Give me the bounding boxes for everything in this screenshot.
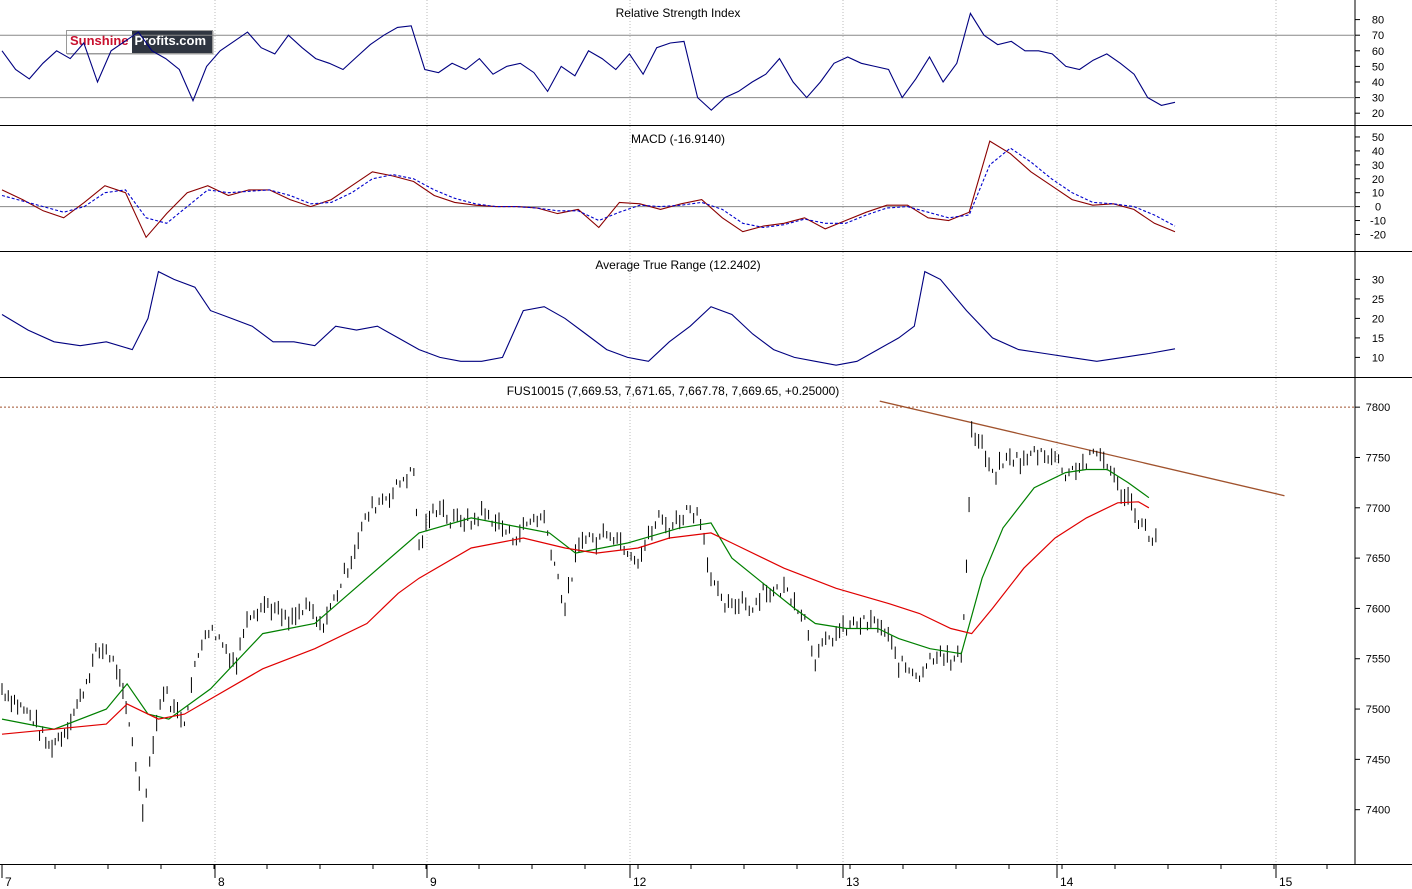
x-axis-label: 14 <box>1060 875 1074 889</box>
panel-frames <box>0 0 1412 865</box>
macd-signal-line <box>1 147 1176 229</box>
logo-right-text: Profits.com <box>134 33 207 48</box>
price-tick-label: 7700 <box>1366 503 1390 515</box>
macd-line <box>1 140 1176 239</box>
rsi-tick-label: 40 <box>1372 77 1384 89</box>
macd-tick-label: -10 <box>1370 216 1386 228</box>
atr-tick-label: 30 <box>1372 274 1384 286</box>
price-tick-label: 7800 <box>1366 402 1390 414</box>
rsi-line <box>1 12 1176 111</box>
atr-panel: Average True Range (12.2402) 10 15 20 25 30 <box>1 258 1384 366</box>
price-tick-label: 7750 <box>1366 452 1390 464</box>
rsi-tick-label: 80 <box>1372 15 1384 27</box>
macd-tick-label: 20 <box>1372 174 1384 186</box>
price-title: FUS10015 (7,669.53, 7,671.65, 7,667.78, … <box>507 384 840 398</box>
rsi-tick-label: 70 <box>1372 30 1384 42</box>
x-axis-label: 9 <box>430 875 437 889</box>
macd-tick-label: 10 <box>1372 188 1384 200</box>
macd-tick-label: 40 <box>1372 146 1384 158</box>
price-tick-label: 7500 <box>1366 704 1390 716</box>
macd-tick-label: 30 <box>1372 160 1384 172</box>
rsi-panel: Relative Strength Index 20 30 40 50 60 70 80 <box>0 6 1384 120</box>
atr-tick-label: 10 <box>1372 352 1384 364</box>
rsi-tick-label: 30 <box>1372 93 1384 105</box>
x-axis-label: 15 <box>1279 875 1293 889</box>
macd-tick-label: -20 <box>1370 229 1386 241</box>
price-tick-label: 7550 <box>1366 654 1390 666</box>
price-tick-label: 7650 <box>1366 553 1390 565</box>
rsi-title: Relative Strength Index <box>616 6 741 20</box>
declining-trendline <box>879 400 1285 497</box>
x-axis-label: 12 <box>633 875 647 889</box>
price-panel: FUS10015 (7,669.53, 7,671.65, 7,667.78, … <box>0 384 1390 822</box>
x-axis: 7 8 9 12 13 14 15 <box>0 864 1412 889</box>
x-axis-label: 8 <box>218 875 225 889</box>
macd-tick-label: 50 <box>1372 132 1384 144</box>
atr-tick-label: 15 <box>1372 333 1384 345</box>
macd-title: MACD (-16.9140) <box>631 132 725 146</box>
price-tick-label: 7400 <box>1366 805 1390 817</box>
atr-title: Average True Range (12.2402) <box>595 258 760 272</box>
macd-tick-label: 0 <box>1375 202 1381 214</box>
price-tick-label: 7450 <box>1366 754 1390 766</box>
rsi-tick-label: 50 <box>1372 61 1384 73</box>
macd-panel: MACD (-16.9140) -20-10 0 10 20 30 40 50 <box>0 132 1386 241</box>
atr-line <box>1 270 1176 366</box>
x-axis-label: 7 <box>5 875 12 889</box>
moving-average-short-line <box>1 468 1150 730</box>
price-tick-label: 7600 <box>1366 603 1390 615</box>
moving-average-long-line <box>1 501 1150 735</box>
x-axis-label: 13 <box>846 875 860 889</box>
rsi-tick-label: 20 <box>1372 108 1384 120</box>
atr-tick-label: 25 <box>1372 294 1384 306</box>
atr-tick-label: 20 <box>1372 313 1384 325</box>
rsi-tick-label: 60 <box>1372 46 1384 58</box>
